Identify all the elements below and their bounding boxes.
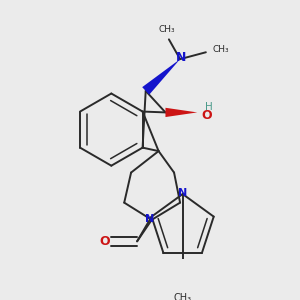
Text: N: N [145, 214, 154, 224]
Polygon shape [166, 108, 197, 117]
Text: N: N [176, 51, 187, 64]
Text: H: H [205, 102, 213, 112]
Polygon shape [142, 59, 180, 95]
Text: O: O [202, 109, 212, 122]
Text: CH₃: CH₃ [212, 45, 229, 54]
Text: CH₃: CH₃ [174, 293, 192, 300]
Text: O: O [100, 235, 110, 248]
Text: N: N [178, 188, 187, 198]
Text: CH₃: CH₃ [158, 25, 175, 34]
